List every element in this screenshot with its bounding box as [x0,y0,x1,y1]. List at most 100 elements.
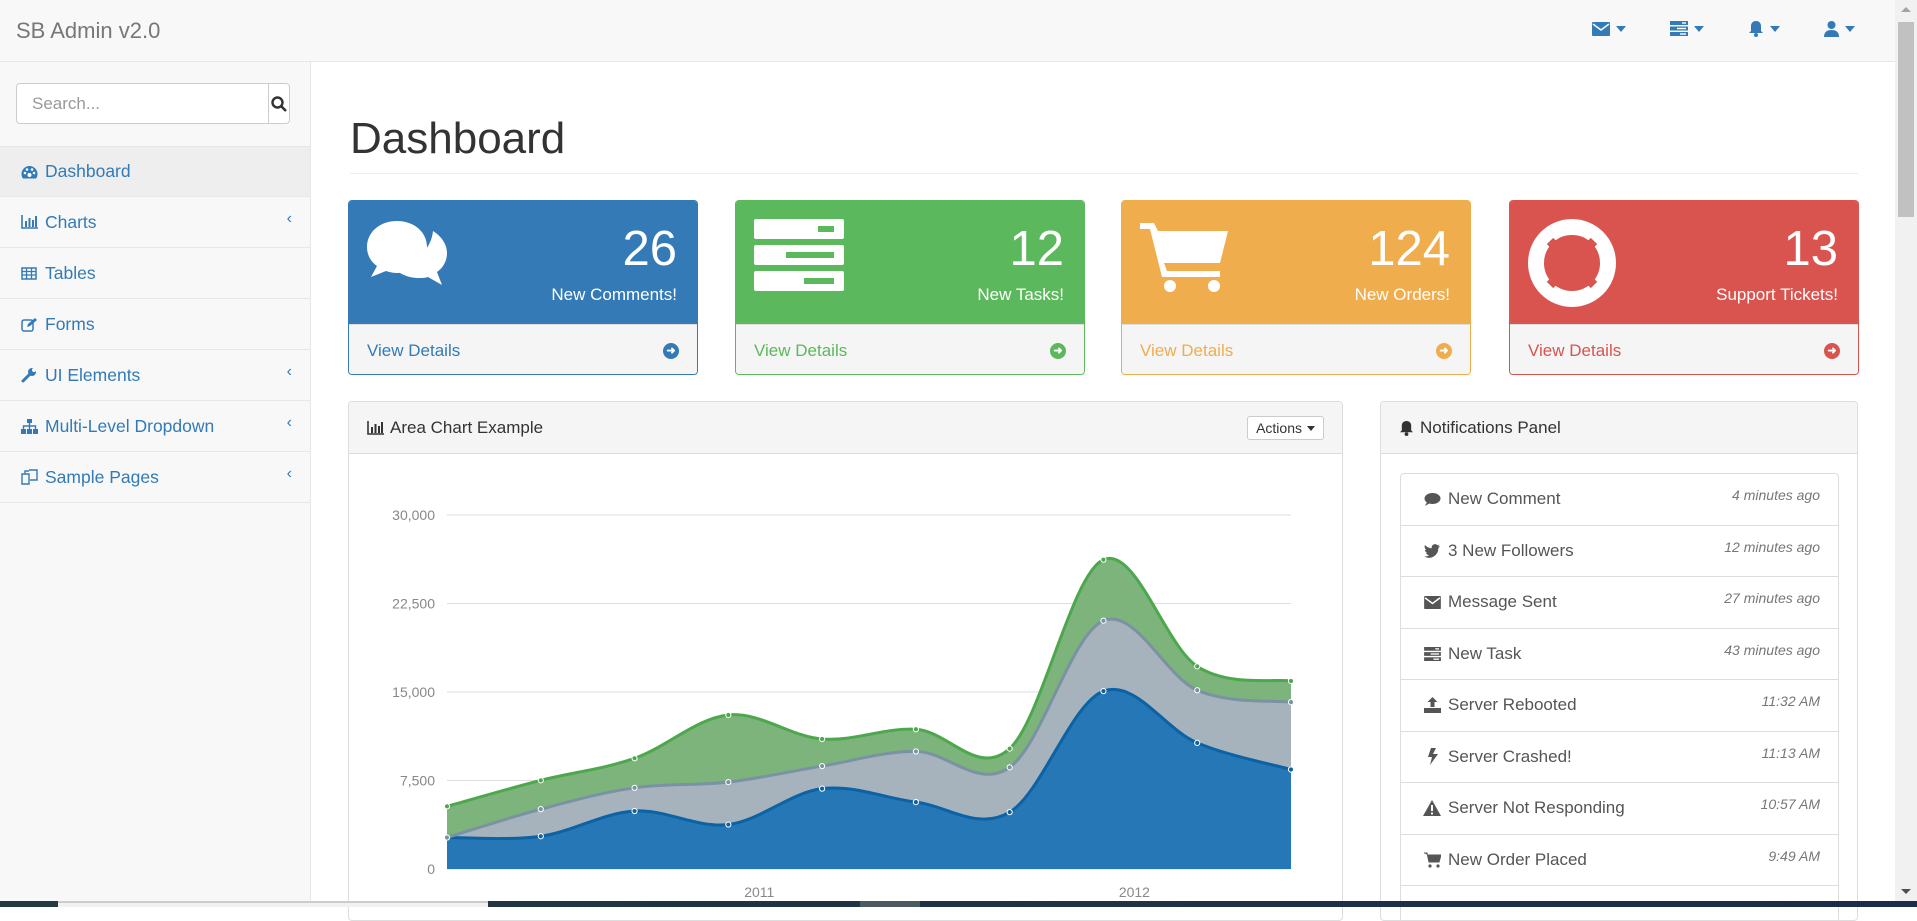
notifications-panel: Notifications Panel New Comment 4 minutes… [1380,401,1858,921]
stat-count: 124 [1368,222,1450,276]
stat-count: 26 [622,222,677,276]
stat-card: 12 New Tasks! View Details ➜ [735,200,1085,375]
brand[interactable]: SB Admin v2.0 [16,18,161,43]
bolt-icon [1422,748,1442,766]
notification-time: 12 minutes ago [1724,538,1820,555]
scrollbar[interactable] [1895,0,1917,901]
notification-item[interactable]: New Comment 4 minutes ago [1401,474,1838,526]
notification-text: New Comment [1448,489,1561,509]
view-details-label: View Details [754,340,848,360]
chevron-left-icon[interactable]: ‹ [286,465,292,482]
data-point [537,833,544,840]
notification-time: 11:32 AM [1761,693,1820,709]
data-point [1100,688,1107,695]
arrow-circle-right-icon: ➜ [1436,342,1452,359]
bottom-bar [0,901,1917,907]
notification-item[interactable]: New Order Placed 9:49 AM [1401,835,1838,886]
sidebar-item-label: Charts [45,211,97,232]
sidebar-item-label: Multi-Level Dropdown [45,415,215,436]
sidebar-item-dashboard[interactable]: Dashboard [0,146,310,197]
notification-time: 43 minutes ago [1724,641,1820,658]
data-point [1006,809,1013,816]
scroll-up-icon[interactable] [1901,7,1911,12]
sidebar-menu: Dashboard Charts ‹ Tables Forms UI Elements ‹ M… [0,146,310,503]
actions-dropdown[interactable]: Actions [1247,416,1324,440]
shopping-cart-icon [1140,219,1230,298]
chevron-left-icon[interactable]: ‹ [286,414,292,431]
bar-chart-icon [18,215,40,229]
stat-count: 12 [1009,222,1064,276]
notification-item[interactable]: 3 New Followers 12 minutes ago [1401,526,1838,577]
scroll-down-icon[interactable] [1901,889,1911,894]
series-line-1 [446,687,1292,841]
sidebar-item-sample-pages[interactable]: Sample Pages ‹ [0,452,310,503]
data-point [631,784,638,791]
view-details-link[interactable]: View Details ➜ [1510,324,1858,374]
support-icon [1528,219,1616,312]
sidebar-item-label: Dashboard [45,161,131,181]
tasks-icon [1422,646,1442,661]
data-point [819,785,826,792]
data-point [1287,677,1295,685]
notification-item[interactable]: Message Sent 27 minutes ago [1401,577,1838,629]
notification-item[interactable]: Server Crashed! 11:13 AM [1401,732,1838,783]
sidebar-item-ui-elements[interactable]: UI Elements ‹ [0,350,310,401]
view-details-link[interactable]: View Details ➜ [736,324,1084,374]
comments-icon [367,219,457,300]
edit-icon [18,317,40,332]
notification-time: 11:13 AM [1761,744,1820,761]
notification-item[interactable]: New Task 43 minutes ago [1401,629,1838,680]
data-point [443,834,451,841]
stat-label: New Comments! [551,285,677,304]
data-point [1287,766,1295,773]
data-point [1100,556,1107,563]
upload-icon [1422,697,1442,714]
bell-icon [1399,420,1414,436]
sidebar-item-charts[interactable]: Charts ‹ [0,197,310,248]
notification-item[interactable]: Server Rebooted 11:32 AM [1401,680,1838,732]
search-icon [271,95,287,112]
sidebar-item-forms[interactable]: Forms [0,299,310,350]
caret-down-icon [1845,25,1855,32]
messages-dropdown[interactable] [1592,20,1626,37]
arrow-circle-right-icon: ➜ [1824,342,1840,359]
search-input[interactable] [17,84,268,123]
notification-text: Server Rebooted [1448,695,1577,715]
data-point [631,755,638,762]
user-dropdown[interactable] [1824,20,1855,37]
data-point [1287,698,1295,706]
search-button[interactable] [268,84,289,123]
arrow-circle-right-icon: ➜ [663,342,679,359]
x-tick-label: 2012 [1119,884,1150,900]
main-content: Dashboard 26 New Comments! View Details ➜ 12… [312,62,1895,921]
notification-time: 4 minutes ago [1732,487,1820,503]
wrench-icon [18,367,40,383]
page-title: Dashboard [350,114,566,163]
chevron-left-icon[interactable]: ‹ [286,210,292,227]
warning-icon [1422,800,1442,817]
table-icon [18,266,40,280]
data-point [537,777,544,784]
arrow-circle-right-icon: ➜ [1050,342,1066,359]
sidebar-item-label: UI Elements [45,364,141,385]
alerts-dropdown[interactable] [1748,20,1780,37]
files-icon [18,469,40,485]
sidebar-item-label: Sample Pages [45,466,159,487]
stat-label: Support Tickets! [1716,285,1838,304]
tasks-icon [1670,21,1688,36]
sidebar-item-multi-level-dropdown[interactable]: Multi-Level Dropdown ‹ [0,401,310,452]
area-chart-panel: Area Chart Example Actions 0 7,500 15,000 2… [348,401,1343,921]
data-point [819,762,826,770]
view-details-link[interactable]: View Details ➜ [1122,324,1470,374]
scrollbar-thumb[interactable] [1898,22,1914,217]
data-point [725,711,732,719]
chevron-left-icon[interactable]: ‹ [286,363,292,380]
view-details-link[interactable]: View Details ➜ [349,324,697,374]
dashboard-icon [18,165,40,179]
data-point [725,821,732,828]
series-line-2 [446,617,1292,839]
tasks-dropdown[interactable] [1670,20,1704,37]
stat-count: 13 [1783,222,1838,276]
sidebar-item-tables[interactable]: Tables [0,248,310,299]
notification-item[interactable]: Server Not Responding 10:57 AM [1401,783,1838,835]
